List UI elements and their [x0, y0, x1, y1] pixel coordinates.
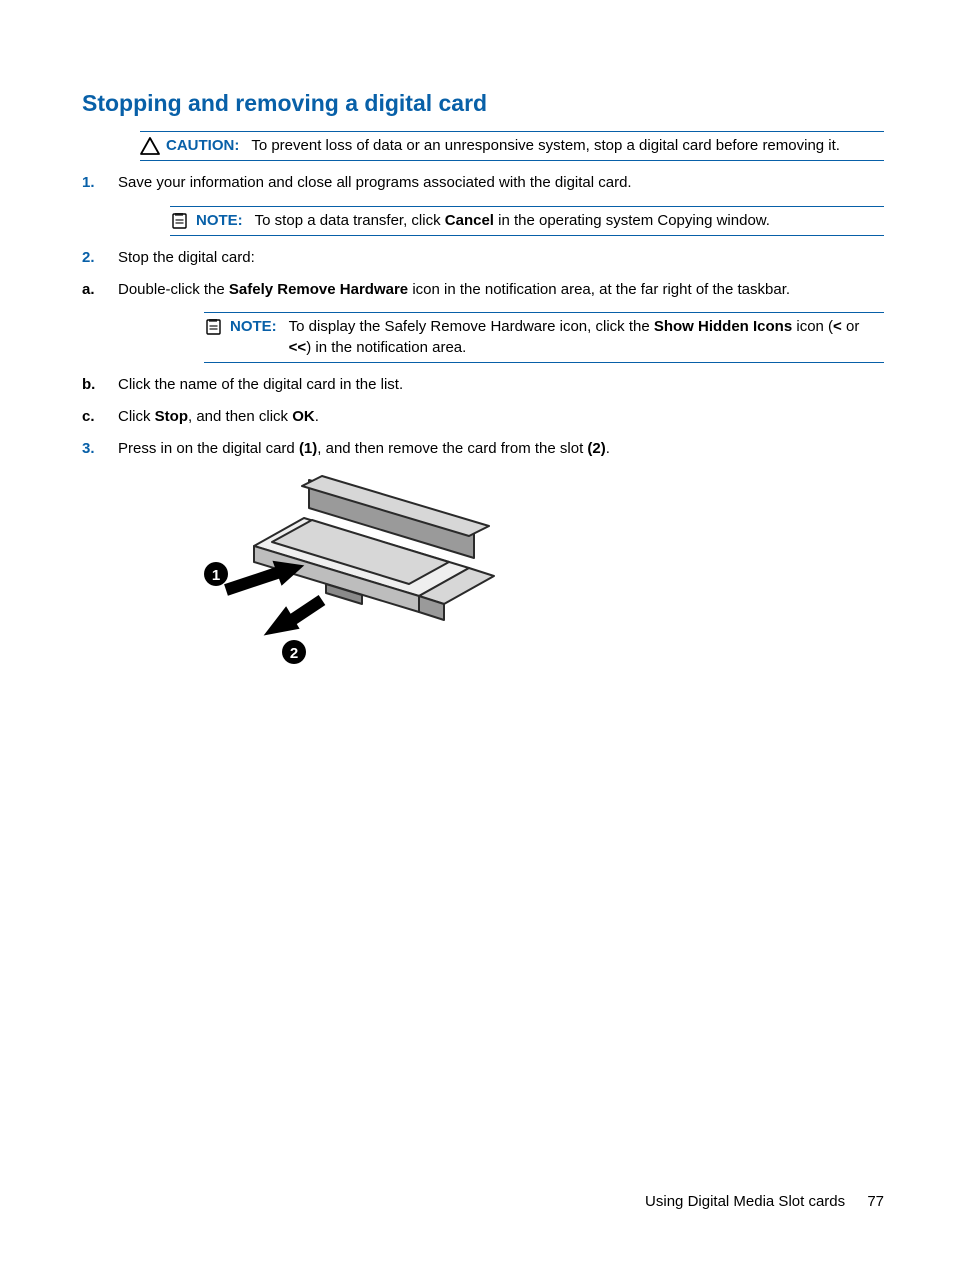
substep-text: Click the name of the digital card in th… — [118, 375, 884, 395]
note-text: To display the Safely Remove Hardware ic… — [289, 317, 884, 358]
step-2c: c. Click Stop, and then click OK. — [82, 407, 884, 427]
document-page: Stopping and removing a digital card CAU… — [0, 0, 954, 1270]
substep-text: Double-click the Safely Remove Hardware … — [118, 280, 884, 300]
note-icon — [204, 318, 228, 336]
substep-letter: c. — [82, 407, 118, 427]
page-footer: Using Digital Media Slot cards 77 — [645, 1193, 884, 1210]
caution-text: To prevent loss of data or an unresponsi… — [251, 136, 884, 156]
caution-callout: CAUTION: To prevent loss of data or an u… — [140, 131, 884, 161]
note-label: NOTE: — [230, 317, 277, 337]
svg-text:2: 2 — [290, 645, 298, 662]
footer-page-number: 77 — [867, 1193, 884, 1210]
note-label: NOTE: — [196, 211, 243, 231]
note-text: To stop a data transfer, click Cancel in… — [255, 211, 884, 231]
svg-text:1: 1 — [212, 567, 220, 584]
step-2a: a. Double-click the Safely Remove Hardwa… — [82, 280, 884, 300]
step-number: 3. — [82, 439, 118, 459]
step-text: Stop the digital card: — [118, 248, 884, 268]
footer-section-title: Using Digital Media Slot cards — [645, 1193, 845, 1210]
card-slot-illustration: 1 2 — [194, 472, 884, 682]
substep-text: Click Stop, and then click OK. — [118, 407, 884, 427]
step-2b: b. Click the name of the digital card in… — [82, 375, 884, 395]
caution-icon — [140, 137, 164, 155]
step-text: Press in on the digital card (1), and th… — [118, 439, 884, 459]
step-2: 2. Stop the digital card: — [82, 248, 884, 268]
caution-label: CAUTION: — [166, 136, 239, 156]
note-callout-1: NOTE: To stop a data transfer, click Can… — [170, 206, 884, 236]
step-number: 2. — [82, 248, 118, 268]
step-3: 3. Press in on the digital card (1), and… — [82, 439, 884, 459]
substep-letter: a. — [82, 280, 118, 300]
step-1: 1. Save your information and close all p… — [82, 173, 884, 193]
note-icon — [170, 212, 194, 230]
step-text: Save your information and close all prog… — [118, 173, 884, 193]
substep-letter: b. — [82, 375, 118, 395]
step-number: 1. — [82, 173, 118, 193]
note-callout-2: NOTE: To display the Safely Remove Hardw… — [204, 312, 884, 363]
section-heading: Stopping and removing a digital card — [82, 90, 884, 117]
